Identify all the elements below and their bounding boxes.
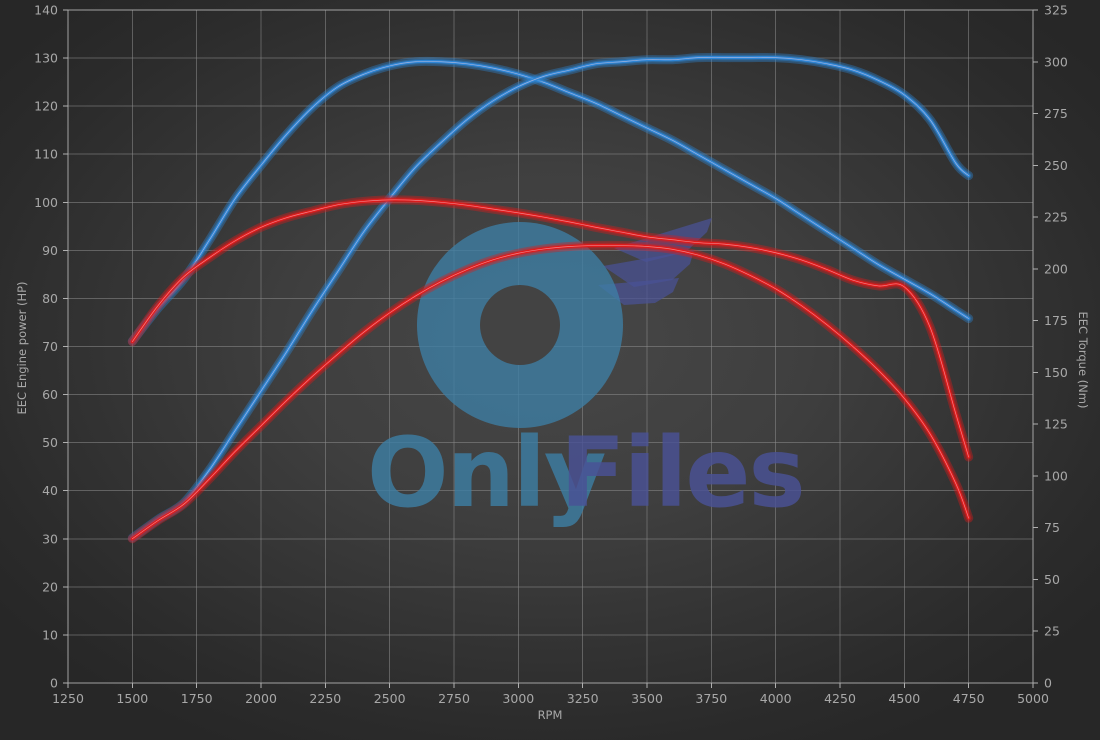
y-tick-label: 80 [42, 291, 58, 306]
y-tick-label: 120 [34, 99, 58, 114]
x-tick-label: 1500 [116, 691, 148, 706]
y2-tick-label: 125 [1044, 417, 1068, 432]
y-axis-title: EEC Engine power (HP) [15, 281, 29, 414]
watermark-word-only: Only [367, 417, 605, 529]
x-tick-label: 2000 [245, 691, 277, 706]
series-highlight [131, 199, 970, 458]
y-tick-label: 140 [34, 3, 58, 18]
x-tick-label: 1750 [181, 691, 213, 706]
y2-tick-label: 50 [1044, 572, 1060, 587]
onlyfiles-ring-icon [417, 222, 623, 428]
x-tick-label: 3750 [695, 691, 727, 706]
chart-series-3 [127, 195, 974, 462]
x-tick-label: 5000 [1017, 691, 1049, 706]
y-axis-tick-labels: 0 10 20 30 40 50 60 70 80 90 100 110 120 130 140 [34, 3, 58, 691]
y2-tick-label: 25 [1044, 624, 1060, 639]
y2-tick-label: 75 [1044, 520, 1060, 535]
x-axis-title: RPM [538, 708, 563, 722]
y-tick-label: 60 [42, 387, 58, 402]
chart-series-layer [127, 52, 974, 544]
y-tick-label: 110 [34, 147, 58, 162]
y2-tick-label: 175 [1044, 313, 1068, 328]
y-tick-label: 100 [34, 195, 58, 210]
x-axis-tick-labels: 1250 1500 1750 2000 2250 2500 2750 3000 3250 3500… [52, 691, 1049, 706]
y-tick-label: 70 [42, 339, 58, 354]
x-tick-label: 3500 [631, 691, 663, 706]
y2-tick-label: 275 [1044, 106, 1068, 121]
x-tick-label: 4000 [760, 691, 792, 706]
series-highlight [131, 245, 970, 540]
x-tick-label: 3000 [502, 691, 534, 706]
y2-tick-label: 100 [1044, 468, 1068, 483]
y-tick-label: 10 [42, 627, 58, 642]
chart-series-4 [127, 240, 974, 544]
series-highlight [131, 61, 970, 342]
y-tick-label: 40 [42, 483, 58, 498]
y-tick-label: 30 [42, 531, 58, 546]
y2-tick-label: 200 [1044, 261, 1068, 276]
chart-plot-frame [63, 9, 1038, 688]
series-highlight [131, 57, 970, 539]
y2-tick-label: 225 [1044, 210, 1068, 225]
y2-tick-label: 150 [1044, 365, 1068, 380]
watermark-word-files: Files [560, 417, 804, 529]
y-tick-label: 0 [50, 676, 58, 691]
y2-tick-label: 325 [1044, 3, 1068, 18]
x-tick-label: 2500 [374, 691, 406, 706]
chart-series-1 [127, 56, 974, 346]
y-tick-label: 130 [34, 51, 58, 66]
x-tick-label: 2250 [309, 691, 341, 706]
x-tick-label: 2750 [438, 691, 470, 706]
y-tick-label: 50 [42, 435, 58, 450]
x-tick-label: 3250 [567, 691, 599, 706]
watermark-onlyfiles: Only Files [367, 218, 806, 529]
y-tick-label: 20 [42, 579, 58, 594]
y2-axis-title: EEC Torque (Nm) [1076, 312, 1090, 409]
chart-series-2 [127, 52, 974, 543]
y2-tick-label: 300 [1044, 54, 1068, 69]
y2-axis-tick-labels: 0 25 50 75 100 125 150 175 200 225 250 275 300 325 [1044, 3, 1068, 691]
x-tick-label: 1250 [52, 691, 84, 706]
x-tick-label: 4750 [953, 691, 985, 706]
y2-tick-label: 0 [1044, 676, 1052, 691]
x-tick-label: 4500 [888, 691, 920, 706]
y2-tick-label: 250 [1044, 158, 1068, 173]
y-tick-label: 90 [42, 243, 58, 258]
x-tick-label: 4250 [824, 691, 856, 706]
